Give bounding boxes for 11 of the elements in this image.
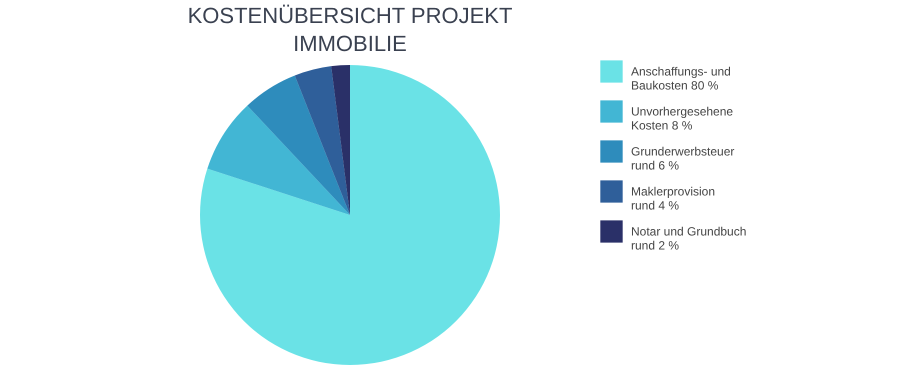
pie-slice: [331, 65, 350, 215]
legend-label: Grunderwerbsteuer rund 6 %: [631, 144, 734, 172]
legend-label: Anschaffungs- und Baukosten 80 %: [631, 64, 731, 92]
pie-slice: [247, 76, 350, 215]
legend-label: Notar und Grundbuch rund 2 %: [631, 224, 746, 252]
chart-title: KOSTENÜBERSICHT PROJEKT IMMOBILIE: [188, 3, 512, 56]
legend-label: Unvorhergesehene Kosten 8 %: [631, 104, 734, 132]
legend-label: Maklerprovision rund 4 %: [631, 184, 716, 212]
pie-slice: [200, 65, 500, 365]
pie-slice: [294, 66, 350, 215]
pie-slice: [207, 106, 350, 215]
